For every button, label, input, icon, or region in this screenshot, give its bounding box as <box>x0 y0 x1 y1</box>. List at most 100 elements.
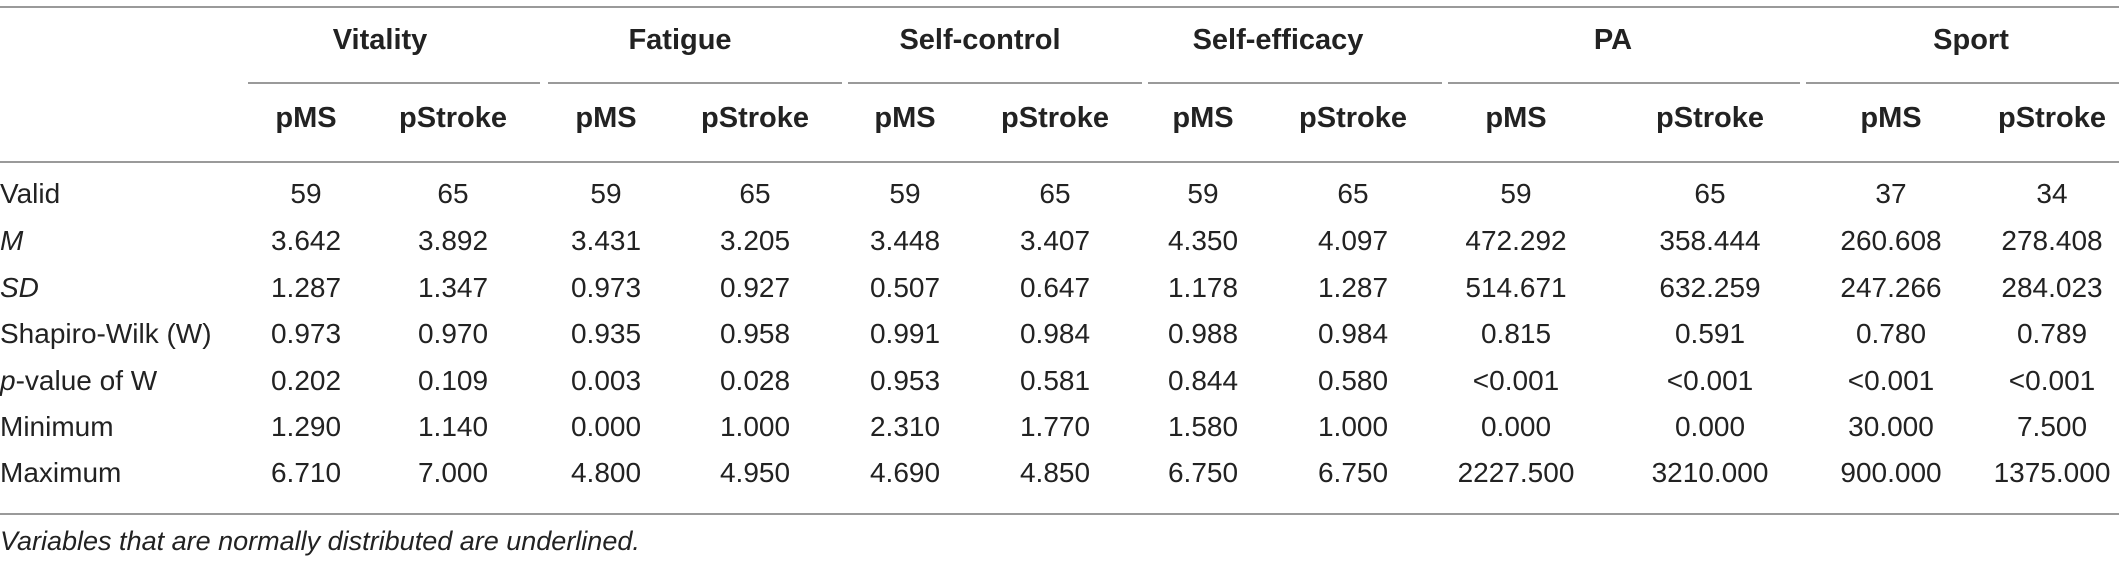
table-cell: 1.178 <box>1167 272 1239 303</box>
table-cell: 0.647 <box>1019 272 1091 303</box>
row-label-text: Shapiro-Wilk (W) <box>0 318 212 349</box>
row-label-text: Minimum <box>0 411 114 442</box>
column-subheader: pStroke <box>1998 102 2106 134</box>
table-cell: 3.892 <box>417 225 489 256</box>
table-cell: 7.500 <box>2016 411 2088 442</box>
column-group-rule <box>1806 82 2119 84</box>
table-cell: 37 <box>1875 178 1907 209</box>
table-cell: 0.927 <box>719 272 791 303</box>
table-cell: 0.580 <box>1317 365 1389 396</box>
table-cell: 6.750 <box>1167 457 1239 488</box>
table-cell: 59 <box>290 178 322 209</box>
table-cell: 4.690 <box>869 457 941 488</box>
column-subheader: pMS <box>575 102 637 134</box>
table-cell: 0.844 <box>1167 365 1239 396</box>
row-label-text: Maximum <box>0 457 122 488</box>
table-cell: 34 <box>2036 178 2068 209</box>
column-subheader: pStroke <box>1299 102 1407 134</box>
table-top-rule <box>0 6 2119 8</box>
column-subheader: pStroke <box>399 102 507 134</box>
table-cell: 0.984 <box>1317 318 1389 349</box>
table-cell: 0.581 <box>1019 365 1091 396</box>
column-group-header: PA <box>1593 24 1633 56</box>
table-cell: 3.205 <box>719 225 791 256</box>
table-cell: 2227.500 <box>1457 457 1575 488</box>
table-header-rule <box>0 161 2119 163</box>
table-cell: 0.028 <box>719 365 791 396</box>
table-cell: 1.287 <box>1317 272 1389 303</box>
table-cell: 59 <box>590 178 622 209</box>
table-cell: 900.000 <box>1840 457 1942 488</box>
table-cell: 3210.000 <box>1651 457 1769 488</box>
table-cell: 59 <box>1187 178 1219 209</box>
table-cell: 0.815 <box>1480 318 1552 349</box>
column-group-header: Self-efficacy <box>1192 24 1364 56</box>
row-label: SD <box>0 271 39 305</box>
table-cell: 4.350 <box>1167 225 1239 256</box>
column-subheader: pMS <box>874 102 936 134</box>
column-subheader: pMS <box>1860 102 1922 134</box>
table-cell: 30.000 <box>1848 411 1934 442</box>
table-cell: 0.935 <box>570 318 642 349</box>
table-cell: 6.710 <box>270 457 342 488</box>
table-cell: 0.958 <box>719 318 791 349</box>
row-label: M <box>0 224 23 258</box>
table-cell: 1.347 <box>417 272 489 303</box>
table-cell: 278.408 <box>2001 225 2103 256</box>
table-cell: 0.789 <box>2016 318 2088 349</box>
column-subheader: pStroke <box>701 102 809 134</box>
column-subheader: pMS <box>1172 102 1234 134</box>
row-label-italic-prefix: p <box>0 365 16 396</box>
row-label: Minimum <box>0 410 114 444</box>
table-cell: 0.988 <box>1167 318 1239 349</box>
table-cell: <0.001 <box>2008 365 2096 396</box>
table-cell: 6.750 <box>1317 457 1389 488</box>
table-cell: 1.000 <box>719 411 791 442</box>
table-cell: 3.407 <box>1019 225 1091 256</box>
column-group-rule <box>548 82 842 84</box>
table-cell: 4.800 <box>570 457 642 488</box>
table-cell: 1.770 <box>1019 411 1091 442</box>
table-cell: 0.780 <box>1855 318 1927 349</box>
column-group-header: Vitality <box>332 24 428 56</box>
table-cell: 247.266 <box>1840 272 1942 303</box>
table-cell: <0.001 <box>1666 365 1754 396</box>
column-subheader: pMS <box>275 102 337 134</box>
table-cell: 358.444 <box>1659 225 1761 256</box>
table-cell: 472.292 <box>1465 225 1567 256</box>
table-cell: <0.001 <box>1472 365 1560 396</box>
column-group-header: Self-control <box>899 24 1061 56</box>
column-group-rule <box>1448 82 1800 84</box>
column-subheader: pStroke <box>1001 102 1109 134</box>
table-cell: 0.973 <box>270 318 342 349</box>
table-cell: 260.608 <box>1840 225 1942 256</box>
row-label-text: -value of W <box>15 365 158 396</box>
row-label: Maximum <box>0 456 121 490</box>
table-cell: 3.448 <box>869 225 941 256</box>
table-cell: 4.850 <box>1019 457 1091 488</box>
table-cell: 1.580 <box>1167 411 1239 442</box>
table-cell: 632.259 <box>1659 272 1761 303</box>
table-cell: 0.507 <box>869 272 941 303</box>
table-cell: 514.671 <box>1465 272 1567 303</box>
table-cell: 0.591 <box>1674 318 1746 349</box>
table-cell: 4.097 <box>1317 225 1389 256</box>
table-bottom-rule <box>0 513 2119 515</box>
column-group-rule <box>1148 82 1442 84</box>
table-cell: 0.202 <box>270 365 342 396</box>
table-cell: 0.003 <box>570 365 642 396</box>
row-label-text: SD <box>0 272 39 303</box>
table-cell: 65 <box>437 178 469 209</box>
table-cell: 0.000 <box>1480 411 1552 442</box>
table-cell: 1.290 <box>270 411 342 442</box>
row-label: p-value of W <box>0 364 157 398</box>
table-cell: 0.000 <box>1674 411 1746 442</box>
table-cell: 7.000 <box>417 457 489 488</box>
column-group-rule <box>848 82 1142 84</box>
column-subheader: pMS <box>1485 102 1547 134</box>
table-cell: 0.109 <box>417 365 489 396</box>
table-cell: 0.991 <box>869 318 941 349</box>
table-cell: 59 <box>1500 178 1532 209</box>
table-cell: 59 <box>889 178 921 209</box>
